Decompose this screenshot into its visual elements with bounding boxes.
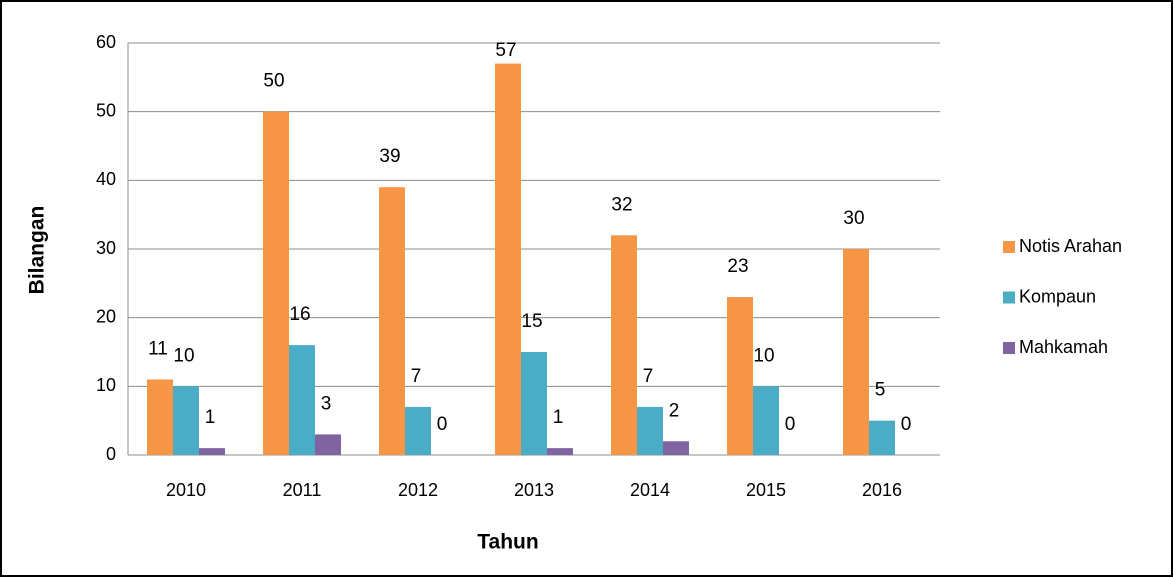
value-label: 16 xyxy=(289,304,310,325)
y-tick-label: 0 xyxy=(106,444,116,464)
y-tick-label: 30 xyxy=(96,238,116,258)
bar xyxy=(611,235,637,455)
value-label: 32 xyxy=(611,194,632,215)
bar xyxy=(405,406,431,455)
value-label: 57 xyxy=(495,40,516,61)
value-label: 5 xyxy=(875,380,886,401)
bar xyxy=(315,434,341,455)
bar xyxy=(727,297,753,455)
bar xyxy=(289,345,315,455)
value-label: 39 xyxy=(379,146,400,167)
x-tick-label: 2013 xyxy=(514,480,554,500)
x-tick-label: 2010 xyxy=(166,480,206,500)
bar xyxy=(753,386,779,455)
bar xyxy=(147,379,173,455)
bar xyxy=(521,352,547,455)
bar xyxy=(199,448,225,455)
value-label: 0 xyxy=(901,414,912,435)
legend-label: Mahkamah xyxy=(1019,337,1108,357)
legend-swatch xyxy=(1003,342,1015,354)
bar xyxy=(173,386,199,455)
value-label: 1 xyxy=(553,407,564,428)
value-label: 7 xyxy=(411,366,422,387)
value-label: 2 xyxy=(669,400,680,421)
bar xyxy=(547,448,573,455)
bar xyxy=(495,63,521,455)
bar xyxy=(663,441,689,455)
legend-label: Kompaun xyxy=(1019,286,1096,306)
x-tick-label: 2015 xyxy=(746,480,786,500)
value-label: 50 xyxy=(263,71,284,92)
value-label: 1 xyxy=(205,407,216,428)
x-tick-label: 2011 xyxy=(283,480,322,500)
y-tick-label: 40 xyxy=(96,169,116,189)
bar xyxy=(379,187,405,455)
value-label: 30 xyxy=(843,208,864,229)
value-label: 0 xyxy=(437,414,448,435)
legend-swatch xyxy=(1003,241,1015,253)
bar xyxy=(263,111,289,456)
value-label: 15 xyxy=(521,311,542,332)
legend-label: Notis Arahan xyxy=(1019,236,1122,256)
bar xyxy=(869,420,895,455)
y-tick-label: 50 xyxy=(96,100,116,120)
y-tick-label: 20 xyxy=(96,306,116,326)
y-tick-label: 10 xyxy=(96,375,116,395)
legend-swatch xyxy=(1003,291,1015,304)
bar xyxy=(637,406,663,455)
value-label: 10 xyxy=(173,345,194,366)
value-label: 10 xyxy=(753,345,774,366)
value-label: 7 xyxy=(643,366,654,387)
x-tick-label: 2016 xyxy=(862,480,902,500)
y-axis-title: Bilangan xyxy=(26,206,49,295)
x-tick-label: 2012 xyxy=(398,480,438,500)
y-tick-label: 60 xyxy=(96,32,116,52)
value-label: 23 xyxy=(727,256,748,277)
x-tick-label: 2014 xyxy=(630,480,670,500)
bar xyxy=(843,249,869,455)
value-label: 0 xyxy=(785,414,796,435)
x-axis-title: Tahun xyxy=(477,531,538,554)
value-label: 11 xyxy=(148,338,168,359)
value-label: 3 xyxy=(321,393,332,414)
